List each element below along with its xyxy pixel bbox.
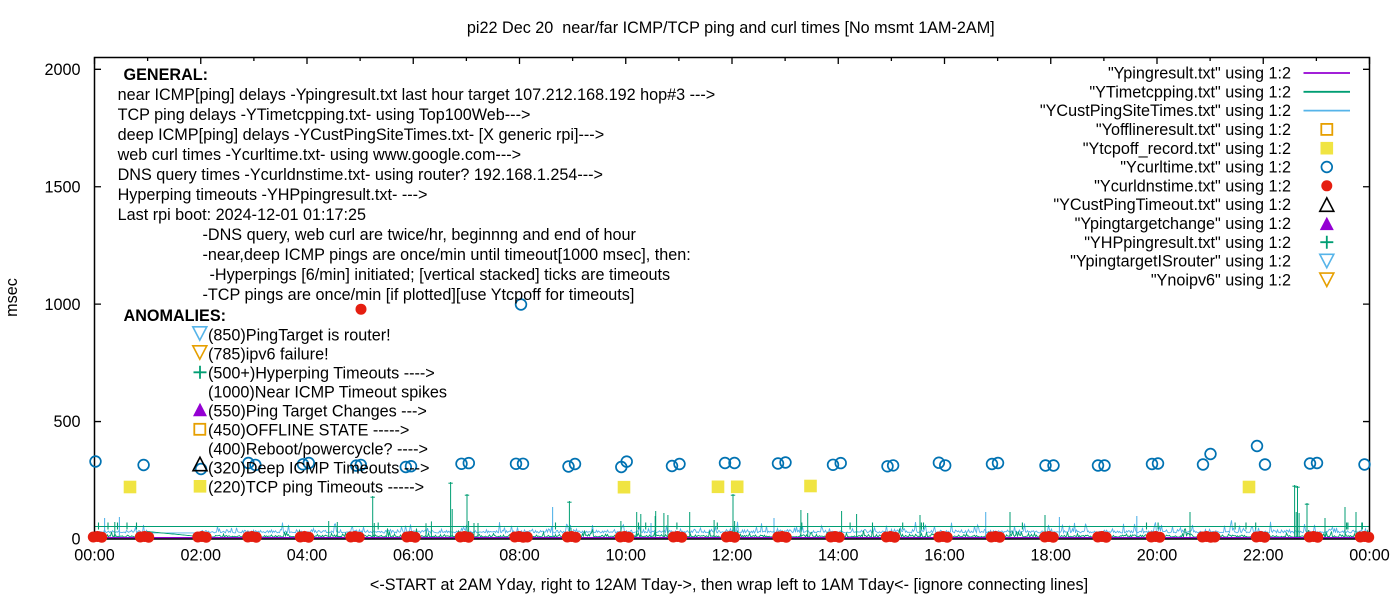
svg-text:pi22 Dec 20 near/far ICMP/TCP: pi22 Dec 20 near/far ICMP/TCP ping and c… — [467, 19, 995, 37]
svg-text:"YpingtargetISrouter" using 1:: "YpingtargetISrouter" using 1:2 — [1070, 253, 1291, 271]
svg-text:02:00: 02:00 — [181, 547, 222, 565]
svg-text:"Ypingtargetchange" using 1:2: "Ypingtargetchange" using 1:2 — [1075, 215, 1291, 233]
svg-text:"Ycurldnstime.txt" using 1:2: "Ycurldnstime.txt" using 1:2 — [1094, 177, 1291, 195]
svg-text:-DNS query, web curl are twice: -DNS query, web curl are twice/hr, begin… — [203, 226, 637, 244]
svg-text:"Ytcpoff_record.txt" using 1:2: "Ytcpoff_record.txt" using 1:2 — [1083, 140, 1291, 158]
svg-text:(500+)Hyperping Timeouts ---->: (500+)Hyperping Timeouts ----> — [208, 364, 435, 382]
svg-text:500: 500 — [53, 413, 80, 431]
svg-text:deep ICMP[ping] delays -YCustP: deep ICMP[ping] delays -YCustPingSiteTim… — [118, 126, 605, 144]
svg-text:"Ycurltime.txt" using 1:2: "Ycurltime.txt" using 1:2 — [1120, 159, 1291, 177]
svg-text:near ICMP[ping] delays -Ypingr: near ICMP[ping] delays -Ypingresult.txt … — [118, 86, 716, 104]
svg-text:10:00: 10:00 — [606, 547, 647, 565]
svg-text:Hyperping timeouts -YHPpingres: Hyperping timeouts -YHPpingresult.txt- -… — [118, 186, 428, 204]
svg-text:08:00: 08:00 — [499, 547, 540, 565]
svg-text:(220)TCP ping Timeouts ----->: (220)TCP ping Timeouts -----> — [208, 478, 424, 496]
svg-text:06:00: 06:00 — [393, 547, 434, 565]
svg-text:1000: 1000 — [44, 296, 80, 314]
svg-text:00:00: 00:00 — [1349, 547, 1390, 565]
svg-text:14:00: 14:00 — [818, 547, 859, 565]
svg-text:(550)Ping Target Changes --->: (550)Ping Target Changes ---> — [208, 402, 427, 420]
svg-text:web curl times -Ycurltime.txt-: web curl times -Ycurltime.txt- using www… — [117, 146, 521, 164]
svg-text:(400)Reboot/powercycle? ---->: (400)Reboot/powercycle? ----> — [208, 440, 428, 458]
svg-text:1500: 1500 — [44, 178, 80, 196]
svg-text:Last rpi boot: 2024-12-01 01:1: Last rpi boot: 2024-12-01 01:17:25 — [118, 206, 366, 224]
svg-text:"YCustPingTimeout.txt" using 1: "YCustPingTimeout.txt" using 1:2 — [1053, 196, 1291, 214]
svg-text:"Ypingresult.txt" using 1:2: "Ypingresult.txt" using 1:2 — [1108, 65, 1291, 83]
svg-text:(1000)Near ICMP Timeout spikes: (1000)Near ICMP Timeout spikes — [208, 383, 447, 401]
svg-text:<-START at 2AM Yday, right to: <-START at 2AM Yday, right to 12AM Tday-… — [370, 576, 1088, 594]
svg-text:"YCustPingSiteTimes.txt" using: "YCustPingSiteTimes.txt" using 1:2 — [1040, 102, 1291, 120]
svg-text:(450)OFFLINE STATE ----->: (450)OFFLINE STATE -----> — [208, 421, 409, 439]
svg-text:00:00: 00:00 — [74, 547, 115, 565]
svg-text:TCP ping delays -YTimetcpping.: TCP ping delays -YTimetcpping.txt- using… — [118, 106, 531, 124]
svg-text:12:00: 12:00 — [712, 547, 753, 565]
svg-text:(320)Deep ICMP Timeouts --->: (320)Deep ICMP Timeouts ---> — [208, 459, 429, 477]
svg-text:ANOMALIES:: ANOMALIES: — [124, 307, 227, 325]
svg-text:-TCP pings are once/min [if pl: -TCP pings are once/min [if plotted][use… — [203, 286, 635, 304]
svg-text:0: 0 — [71, 531, 80, 549]
svg-text:"Yofflineresult.txt" using 1:2: "Yofflineresult.txt" using 1:2 — [1096, 121, 1291, 139]
svg-text:"YHPpingresult.txt" using 1:2: "YHPpingresult.txt" using 1:2 — [1084, 234, 1291, 252]
svg-text:2000: 2000 — [44, 61, 80, 79]
svg-text:22:00: 22:00 — [1243, 547, 1284, 565]
svg-text:"Ynoipv6" using 1:2: "Ynoipv6" using 1:2 — [1151, 271, 1291, 289]
svg-text:-near,deep ICMP pings are once: -near,deep ICMP pings are once/min until… — [203, 246, 691, 264]
svg-text:GENERAL:: GENERAL: — [124, 66, 209, 84]
svg-text:20:00: 20:00 — [1137, 547, 1178, 565]
svg-text:DNS query times -Ycurldnstime.: DNS query times -Ycurldnstime.txt- using… — [118, 166, 603, 184]
svg-text:04:00: 04:00 — [287, 547, 328, 565]
svg-text:(785)ipv6 failure!: (785)ipv6 failure! — [208, 345, 329, 363]
svg-text:(850)PingTarget is router!: (850)PingTarget is router! — [208, 326, 391, 344]
svg-text:16:00: 16:00 — [924, 547, 965, 565]
svg-text:-Hyperpings [6/min] initiated;: -Hyperpings [6/min] initiated; [vertical… — [210, 266, 671, 284]
svg-text:msec: msec — [3, 278, 21, 317]
svg-text:"YTimetcpping.txt" using 1:2: "YTimetcpping.txt" using 1:2 — [1089, 83, 1291, 101]
svg-text:18:00: 18:00 — [1031, 547, 1072, 565]
